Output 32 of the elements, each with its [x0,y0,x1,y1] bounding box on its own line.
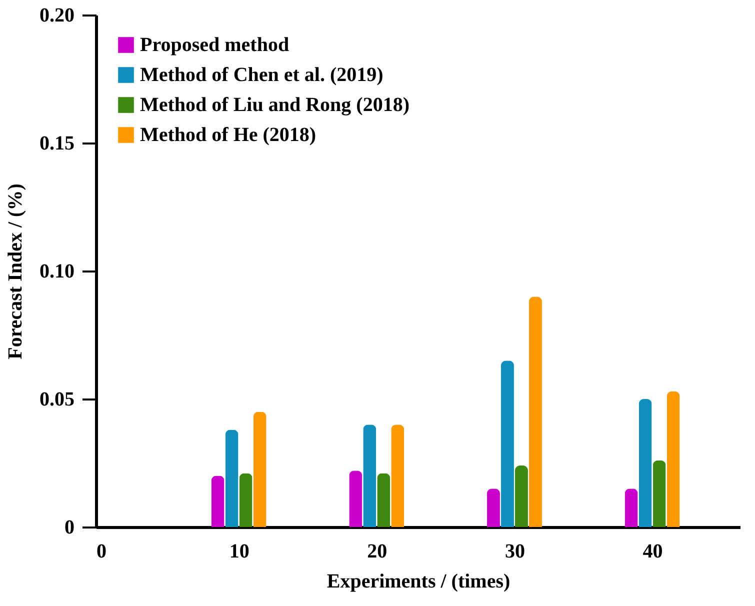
legend-label: Method of He (2018) [140,124,316,146]
bar [211,476,224,527]
bar [239,473,252,527]
bar [666,391,680,527]
bar [500,360,514,527]
bar [225,430,238,527]
bar [349,470,362,527]
bar [253,412,266,527]
y-tick-label: 0.05 [40,388,74,410]
legend-label: Proposed method [140,34,290,56]
bar [624,488,638,527]
y-tick-label: 0.10 [40,260,74,282]
bar [514,466,528,527]
bar [391,424,404,527]
bar [377,473,390,527]
x-tick-label: 20 [367,540,388,562]
legend-label: Method of Liu and Rong (2018) [140,94,410,116]
bar [638,399,652,527]
x-tick-label: 40 [642,540,663,562]
bar [528,296,542,527]
bar [652,460,666,527]
y-tick-label: 0 [64,516,74,538]
y-tick-label: 0.15 [40,132,74,154]
x-tick-label: 10 [229,540,250,562]
x-tick-label: 0 [96,540,106,562]
legend-label: Method of Chen et al. (2019) [140,64,384,86]
x-tick-label: 30 [504,540,525,562]
y-tick-label: 0.20 [40,4,74,26]
y-axis-title: Forecast Index / (%) [4,184,26,360]
x-axis-title: Experiments / (times) [326,570,510,592]
bar [486,488,500,527]
bar [363,424,376,527]
